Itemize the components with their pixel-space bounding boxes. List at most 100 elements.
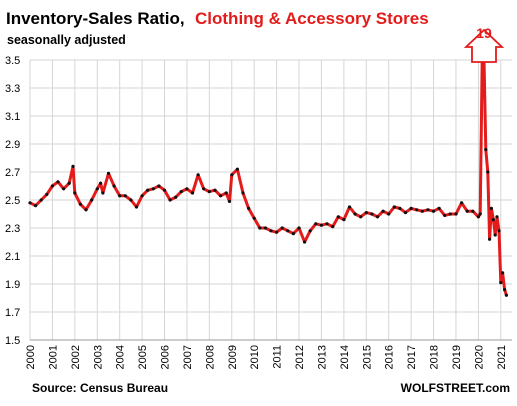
- data-point: [303, 240, 307, 244]
- data-point: [497, 229, 501, 233]
- data-point: [503, 288, 507, 292]
- y-tick-label: 1.7: [5, 307, 20, 319]
- data-point: [409, 206, 413, 210]
- x-tick-label: 2010: [249, 345, 261, 369]
- data-point: [431, 209, 436, 213]
- data-point: [501, 271, 505, 275]
- chart-title-part2: Clothing & Accessory Stores: [195, 9, 429, 28]
- data-point: [493, 233, 497, 237]
- up-arrow-icon: [463, 28, 505, 63]
- y-axis-ticks: 3.5 3.3 3.1 2.9 2.7 2.5 2.3 2.1 1.9 1.7 1.5: [5, 55, 20, 347]
- data-point: [478, 212, 482, 216]
- x-tick-label: 2002: [70, 345, 82, 369]
- x-axis-ticks: 2000 2001 2002 2003 2004 2005 2006 2007 2008 2009…: [25, 345, 508, 369]
- series-layer: [28, 58, 508, 297]
- chart-title: Inventory-Sales Ratio, Clothing & Access…: [6, 9, 429, 28]
- data-point: [342, 218, 346, 222]
- chart-subtitle: seasonally adjusted: [7, 33, 126, 47]
- y-tick-label: 3.1: [5, 111, 20, 123]
- data-point: [39, 198, 43, 202]
- data-point: [437, 206, 441, 210]
- series-line: [28, 58, 508, 297]
- data-point: [286, 229, 290, 233]
- data-point: [280, 226, 284, 230]
- data-point: [78, 202, 82, 206]
- data-point: [484, 148, 488, 152]
- data-point: [112, 184, 116, 188]
- x-tick-label: 2003: [92, 345, 104, 369]
- data-point: [489, 206, 493, 210]
- x-tick-label: 2015: [361, 345, 373, 369]
- data-point: [241, 191, 245, 195]
- x-tick-label: 2008: [204, 345, 216, 369]
- data-point: [174, 195, 178, 199]
- spike-value-label: 19: [476, 25, 492, 41]
- data-point: [224, 191, 228, 195]
- data-point: [353, 212, 357, 216]
- data-point: [157, 184, 161, 188]
- data-point: [263, 226, 267, 230]
- data-point: [118, 194, 122, 198]
- data-point: [168, 198, 172, 202]
- data-point: [398, 206, 402, 210]
- data-point: [370, 212, 374, 216]
- data-point: [364, 211, 368, 215]
- data-point: [101, 191, 105, 195]
- data-point: [460, 201, 464, 205]
- data-point: [448, 212, 452, 216]
- data-point: [230, 173, 234, 177]
- data-point: [99, 181, 103, 185]
- data-point: [291, 232, 295, 236]
- data-point: [90, 198, 94, 202]
- data-point: [73, 191, 77, 195]
- data-point: [275, 230, 279, 234]
- x-tick-label: 2007: [182, 345, 194, 369]
- data-point: [129, 198, 133, 202]
- data-point: [314, 222, 318, 226]
- x-tick-label: 2012: [294, 345, 306, 369]
- data-point: [308, 229, 312, 233]
- data-point: [476, 215, 480, 219]
- x-tick-label: 2016: [384, 345, 396, 369]
- data-point: [381, 209, 385, 213]
- x-tick-label: 2005: [137, 345, 149, 369]
- data-point: [28, 201, 32, 205]
- data-point: [486, 170, 490, 174]
- data-point: [336, 215, 340, 219]
- data-point: [258, 226, 262, 230]
- data-point: [179, 190, 183, 194]
- x-tick-label: 2011: [272, 345, 284, 369]
- data-point: [269, 229, 273, 233]
- x-tick-label: 2009: [227, 345, 239, 369]
- data-point: [347, 205, 352, 209]
- data-point: [325, 222, 329, 226]
- gridlines: [29, 59, 512, 341]
- spike-annotation: 19: [463, 25, 505, 63]
- y-tick-label: 3.3: [5, 83, 20, 95]
- data-point: [495, 215, 499, 219]
- data-point: [227, 199, 232, 203]
- data-point: [443, 213, 447, 217]
- source-label: Source: Census Bureau: [32, 381, 168, 395]
- data-point: [392, 205, 396, 209]
- x-tick-label: 2001: [47, 345, 59, 369]
- y-tick-label: 3.5: [5, 55, 20, 67]
- y-tick-label: 2.5: [5, 195, 20, 207]
- data-point: [134, 205, 139, 209]
- data-point: [45, 192, 49, 196]
- data-point: [162, 188, 167, 192]
- data-point: [196, 173, 200, 177]
- data-point: [50, 184, 55, 188]
- data-point: [56, 180, 60, 184]
- y-tick-label: 2.3: [5, 223, 20, 235]
- data-point: [499, 281, 503, 285]
- data-point: [247, 206, 251, 210]
- y-tick-label: 1.5: [5, 335, 20, 347]
- data-point: [140, 194, 144, 198]
- data-point: [359, 215, 363, 219]
- x-tick-label: 2018: [429, 345, 441, 369]
- data-point: [151, 187, 155, 191]
- data-point: [123, 194, 127, 198]
- x-tick-label: 2021: [496, 345, 508, 369]
